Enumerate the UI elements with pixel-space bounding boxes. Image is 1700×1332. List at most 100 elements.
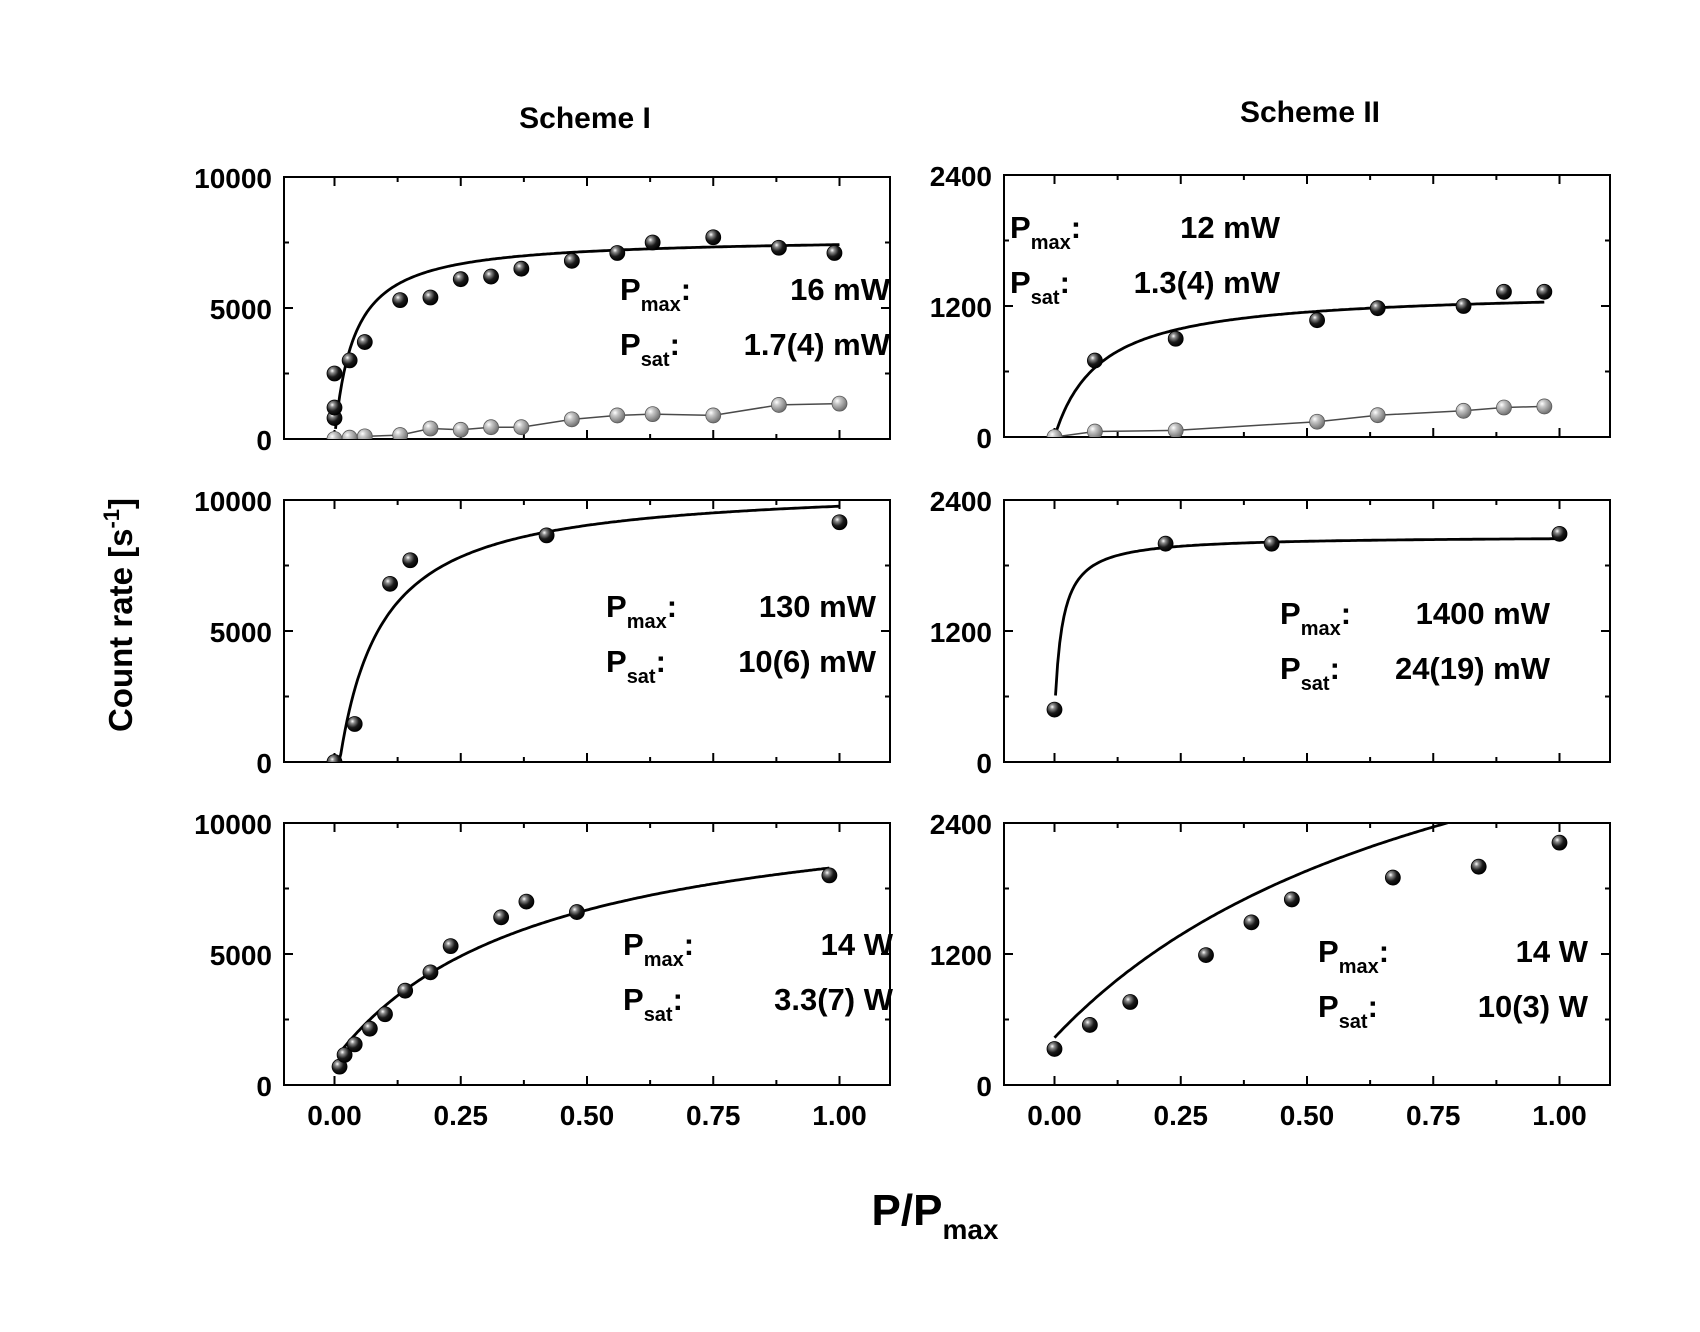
background-data-point xyxy=(513,419,530,436)
data-point xyxy=(326,754,343,762)
column-title-scheme-i: Scheme I xyxy=(519,102,651,135)
panels: 0 5000 10000 Pmax: 16 mW Psat: 1.7(4) mW 0 1200 2… xyxy=(194,161,1611,1131)
pmax-annotation: Pmax: xyxy=(620,272,691,316)
y-tick-label: 2400 xyxy=(930,809,992,840)
y-tick-label: 2400 xyxy=(930,161,992,192)
background-data-point xyxy=(356,428,373,439)
pmax-annotation: Pmax: xyxy=(623,927,694,971)
y-tick-label: 0 xyxy=(976,1071,992,1102)
y-tick-label: 0 xyxy=(256,425,272,456)
background-data-point xyxy=(1369,407,1386,424)
pmax-value: 1400 mW xyxy=(1416,596,1551,631)
x-tick-label: 0.75 xyxy=(1406,1100,1461,1131)
data-point xyxy=(1167,330,1184,347)
panel-scheme-ii-row-1: 0 1200 2400 Pmax: 12 mW Psat: 1.3(4) mW xyxy=(930,161,1611,454)
data-point xyxy=(513,260,530,277)
data-point xyxy=(1551,834,1568,851)
data-point xyxy=(346,716,363,732)
background-data-point xyxy=(1087,423,1103,437)
background-data-point xyxy=(326,431,343,439)
pmax-value: 14 W xyxy=(821,927,894,962)
data-point xyxy=(518,893,535,910)
pmax-annotation: Pmax: xyxy=(1280,596,1351,640)
background-data-point xyxy=(644,406,661,423)
psat-value: 24(19) mW xyxy=(1395,651,1551,686)
data-point xyxy=(1046,701,1063,718)
x-tick-label: 1.00 xyxy=(812,1100,867,1131)
data-point xyxy=(1081,1017,1098,1033)
y-tick-label: 5000 xyxy=(210,617,272,648)
background-data-point xyxy=(422,420,439,437)
y-tick-label: 2400 xyxy=(930,486,992,517)
y-tick-label: 0 xyxy=(976,748,992,779)
data-point xyxy=(422,289,439,306)
plot-frame xyxy=(283,499,891,763)
data-point xyxy=(356,334,373,350)
fit-curve xyxy=(1053,823,1453,1039)
y-axis-label-exponent: -1 xyxy=(99,509,124,529)
background-data-point xyxy=(831,395,848,412)
y-tick-label: 0 xyxy=(256,748,272,779)
fit-curve xyxy=(1054,537,1560,696)
fit-curve xyxy=(338,866,830,1054)
data-point xyxy=(402,552,419,569)
plot-area xyxy=(331,866,838,1075)
data-point xyxy=(1470,858,1487,875)
panel-scheme-ii-row-3: 0 1200 2400 0.00 0.25 0.50 0.75 1.00 Pmax: 14 W Ps… xyxy=(930,809,1611,1131)
data-point xyxy=(392,292,409,309)
y-axis-label: Count rate [s-1] xyxy=(99,498,139,732)
data-point xyxy=(397,982,414,999)
data-point xyxy=(326,365,343,382)
data-point xyxy=(569,904,585,920)
y-tick-label: 1200 xyxy=(930,617,992,648)
data-point xyxy=(821,867,838,884)
psat-value: 3.3(7) W xyxy=(774,982,894,1017)
background-data-point xyxy=(771,397,787,413)
data-point xyxy=(483,268,499,285)
data-point xyxy=(1369,300,1386,317)
plot-area xyxy=(326,504,848,762)
x-tick-label: 0.25 xyxy=(434,1100,489,1131)
plot-area xyxy=(1046,823,1568,1057)
x-tick-label: 0.50 xyxy=(560,1100,615,1131)
pmax-value: 14 W xyxy=(1516,934,1589,969)
y-tick-label: 10000 xyxy=(194,486,272,517)
data-point xyxy=(1198,947,1214,963)
y-tick-label: 10000 xyxy=(194,163,272,194)
background-data-point xyxy=(341,429,358,439)
x-tick-label: 0.00 xyxy=(1027,1100,1082,1131)
data-point xyxy=(1455,298,1472,314)
data-point xyxy=(538,527,555,544)
plot-area xyxy=(1046,283,1553,437)
psat-annotation: Psat: xyxy=(1280,651,1340,695)
data-point xyxy=(1496,283,1512,300)
background-data-point xyxy=(1496,399,1512,416)
data-point xyxy=(493,909,510,926)
pmax-value: 12 mW xyxy=(1180,210,1281,245)
x-tick-label: 0.00 xyxy=(307,1100,362,1131)
psat-annotation: Psat: xyxy=(620,327,680,371)
fit-curve xyxy=(334,243,840,430)
data-point xyxy=(1263,535,1280,552)
psat-value: 1.3(4) mW xyxy=(1134,265,1281,300)
y-tick-label: 5000 xyxy=(210,294,272,325)
column-title-scheme-ii: Scheme II xyxy=(1240,96,1380,129)
data-point xyxy=(1157,535,1174,552)
plot-area xyxy=(326,229,848,439)
panel-scheme-i-row-2: 0 5000 10000 Pmax: 130 mW Psat: 10(6) mW xyxy=(194,486,891,779)
data-point xyxy=(705,229,722,246)
background-data-point xyxy=(609,407,626,424)
data-point xyxy=(361,1020,378,1037)
y-tick-label: 10000 xyxy=(194,809,272,840)
data-point xyxy=(1243,914,1260,931)
data-point xyxy=(452,271,469,288)
psat-annotation: Psat: xyxy=(623,982,683,1026)
data-point xyxy=(831,514,848,531)
psat-annotation: Psat: xyxy=(1318,989,1378,1033)
pmax-value: 130 mW xyxy=(759,589,877,624)
fit-curve xyxy=(1053,300,1545,437)
data-point xyxy=(382,575,398,592)
data-point xyxy=(326,399,343,416)
pmax-annotation: Pmax: xyxy=(606,589,677,633)
